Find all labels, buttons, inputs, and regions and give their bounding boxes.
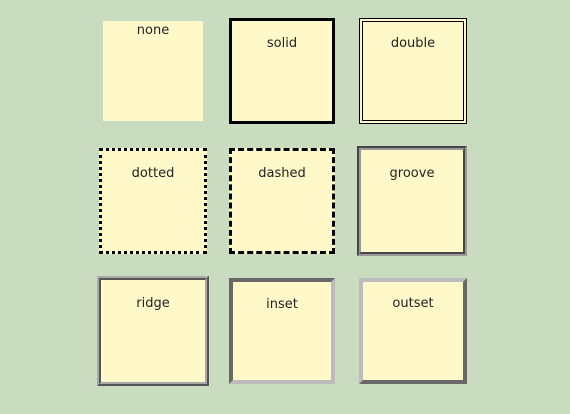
box-border-solid: solid (229, 18, 335, 124)
box-label-double: double (390, 36, 436, 51)
box-label-groove: groove (389, 166, 435, 181)
box-border-groove: groove (357, 146, 467, 256)
box-border-dotted: dotted (99, 148, 207, 254)
box-border-dashed: dashed (229, 148, 335, 254)
box-label-ridge: ridge (136, 296, 170, 311)
box-label-none: none (136, 23, 170, 38)
box-label-dotted: dotted (131, 166, 175, 181)
box-label-inset: inset (266, 297, 298, 312)
box-label-solid: solid (266, 36, 298, 51)
box-border-none: none (103, 21, 203, 121)
box-border-double: double (359, 18, 467, 124)
box-border-ridge: ridge (97, 276, 209, 386)
box-border-inset: inset (229, 278, 335, 384)
box-label-outset: outset (392, 296, 434, 311)
box-border-outset: outset (359, 278, 467, 384)
box-label-dashed: dashed (258, 166, 306, 181)
